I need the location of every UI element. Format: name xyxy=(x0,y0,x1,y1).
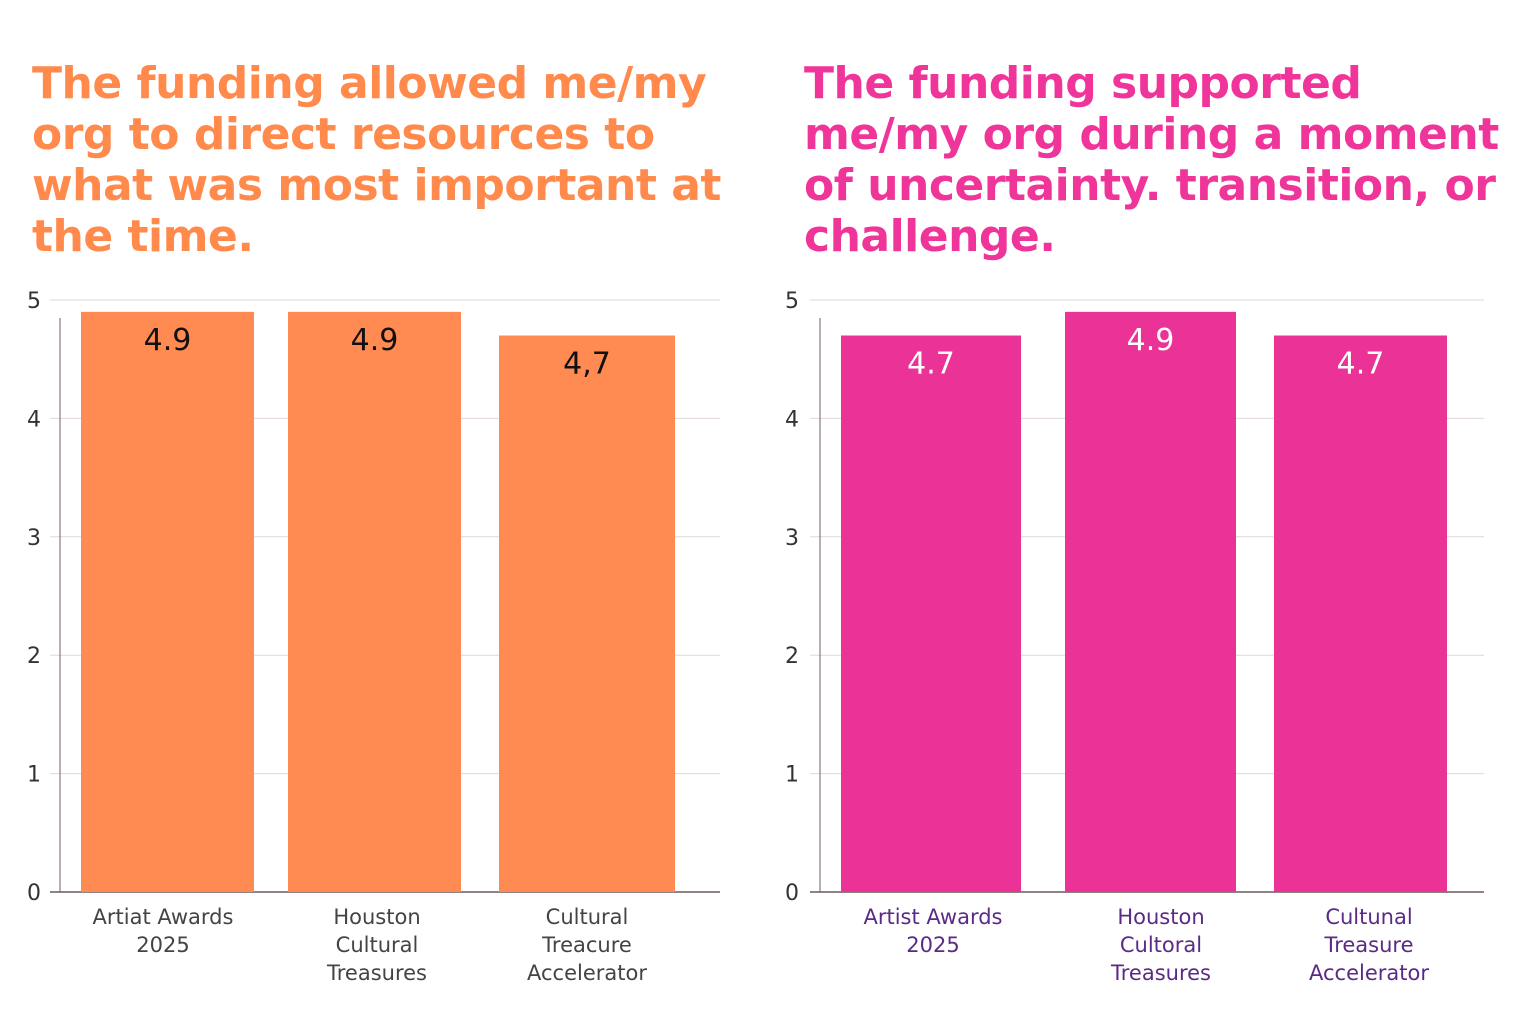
chart-panel-left: The funding allowed me/my org to direct … xyxy=(0,0,768,1024)
bar xyxy=(841,336,1021,892)
bar-value-label: 4.9 xyxy=(1127,323,1175,358)
y-tick-label: 2 xyxy=(27,644,41,669)
bar-value-label: 4.7 xyxy=(1337,347,1385,382)
bar-chart-left: 0 1 2 3 4 5 4.9 Artiat Awards 2025 4.9 Houston Cult… xyxy=(0,0,768,1024)
x-tick-label: Artiat Awards 2025 xyxy=(93,905,234,957)
y-tick-label: 0 xyxy=(785,881,799,906)
x-tick-label: Houston Cultural Treasures xyxy=(326,905,427,985)
x-tick-label: Cultunal Treasure Accelerator xyxy=(1309,905,1429,985)
bar-value-label: 4.9 xyxy=(351,323,399,358)
y-tick-label: 5 xyxy=(785,289,799,314)
bar xyxy=(1065,312,1236,892)
bar-value-label: 4,7 xyxy=(563,347,611,382)
y-tick-label: 3 xyxy=(785,526,799,551)
bar xyxy=(288,312,461,892)
bar-chart-right: 0 1 2 3 4 5 4.7 Artist Awards 2025 4.9 Houston Cult… xyxy=(768,0,1536,1024)
bar xyxy=(1274,336,1447,892)
bar xyxy=(81,312,254,892)
x-tick-label: Cultural Treacure Accelerator xyxy=(527,905,647,985)
y-tick-label: 4 xyxy=(785,407,799,432)
y-tick-label: 1 xyxy=(27,763,41,788)
y-tick-label: 1 xyxy=(785,763,799,788)
bar xyxy=(499,336,675,892)
y-tick-label: 3 xyxy=(27,526,41,551)
y-tick-label: 5 xyxy=(27,289,41,314)
x-tick-label: Houston Cultoral Treasures xyxy=(1110,905,1211,985)
bar-value-label: 4.7 xyxy=(907,347,955,382)
bar-value-label: 4.9 xyxy=(144,323,192,358)
x-tick-label: Artist Awards 2025 xyxy=(863,905,1002,957)
y-tick-label: 4 xyxy=(27,407,41,432)
y-tick-label: 0 xyxy=(27,881,41,906)
y-tick-label: 2 xyxy=(785,644,799,669)
chart-panel-right: The funding supported me/my org during a… xyxy=(768,0,1536,1024)
